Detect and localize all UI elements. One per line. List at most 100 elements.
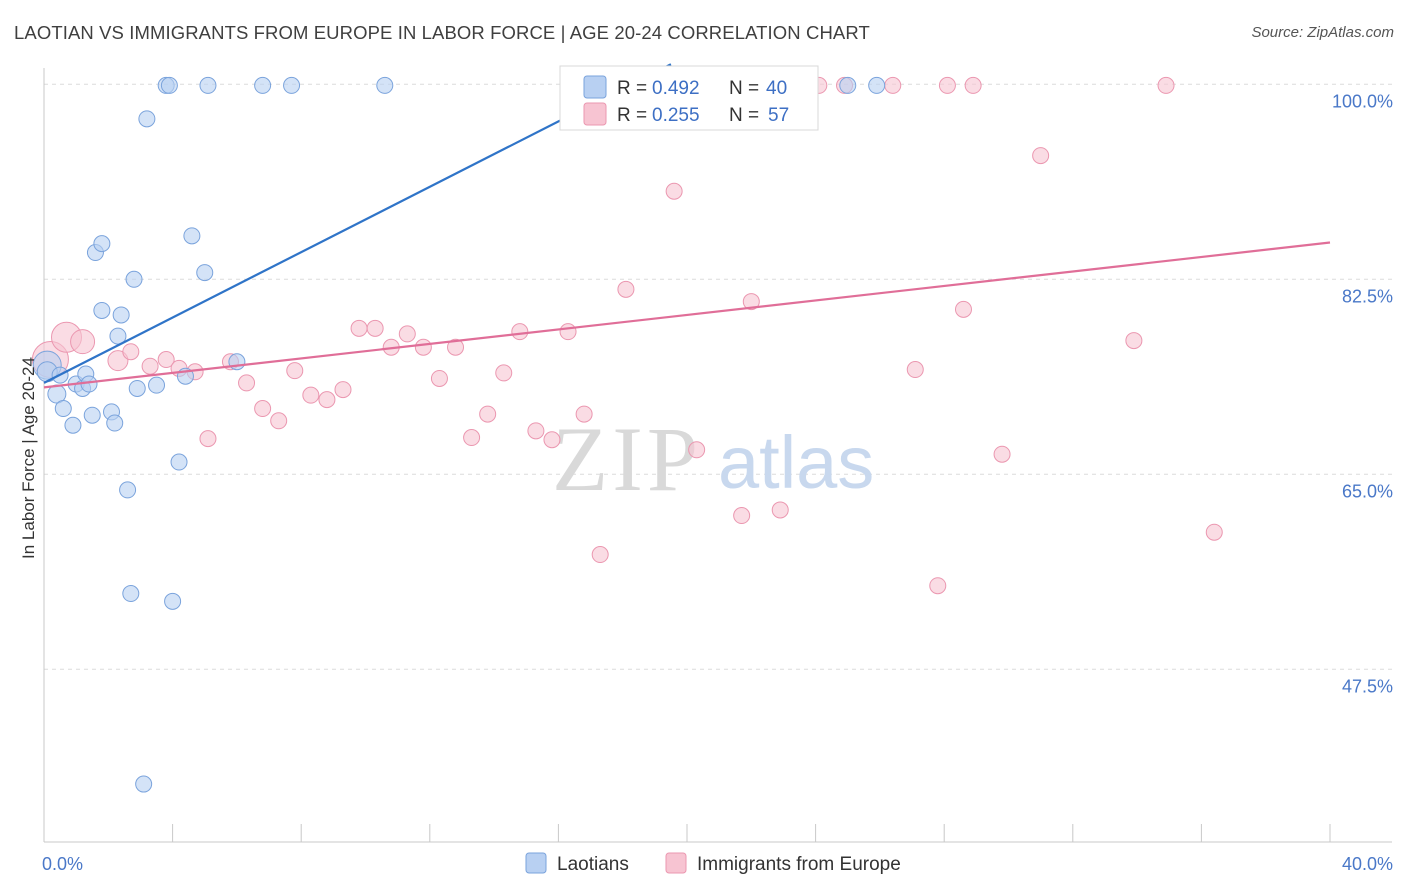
- europe-point-34: [617, 280, 635, 298]
- laotian-point-17: [112, 306, 130, 324]
- laotian-point-18: [119, 481, 137, 499]
- europe-point-54: [1125, 332, 1143, 350]
- europe-point-29: [527, 422, 545, 440]
- y-tick-label-3: 47.5%: [1342, 676, 1393, 696]
- chart-title: LAOTIAN VS IMMIGRANTS FROM EUROPE IN LAB…: [14, 22, 870, 43]
- europe-point-21: [398, 325, 416, 343]
- laotian-point-31: [196, 264, 214, 282]
- europe-point-50: [954, 300, 972, 318]
- europe-point-48: [929, 577, 947, 595]
- laotian-point-27: [164, 592, 182, 610]
- europe-point-28: [511, 323, 529, 341]
- laotian-point-24: [148, 376, 166, 394]
- europe-point-23: [430, 369, 448, 387]
- laotian-point-38: [839, 76, 857, 94]
- bottom-legend: Laotians Immigrants from Europe: [525, 852, 901, 875]
- europe-point-37: [688, 441, 706, 459]
- source-label: Source: ZipAtlas.com: [1251, 24, 1394, 41]
- europe-point-22: [414, 338, 432, 356]
- europe-point-47: [906, 361, 924, 379]
- laotian-point-10: [83, 406, 101, 424]
- legend-n-label-laotians: N =: [729, 78, 759, 99]
- europe-point-9: [199, 430, 217, 448]
- europe-point-27: [495, 364, 513, 382]
- europe-point-42: [771, 501, 789, 519]
- europe-point-24: [447, 338, 465, 356]
- europe-point-51: [964, 76, 982, 94]
- laotian-point-15: [106, 414, 124, 432]
- laotian-point-32: [199, 76, 217, 94]
- laotian-point-4: [54, 400, 72, 418]
- europe-point-31: [559, 323, 577, 341]
- legend-r-label-europe: R =: [617, 105, 647, 126]
- legend-swatch-europe: [583, 102, 607, 126]
- y-tick-label-2: 65.0%: [1342, 481, 1393, 501]
- y-axis-title: In Labor Force | Age 20-24: [19, 357, 38, 559]
- europe-point-11: [238, 374, 256, 392]
- legend-swatch-laotians: [583, 75, 607, 99]
- europe-point-5: [141, 357, 159, 375]
- laotian-point-21: [128, 379, 146, 397]
- europe-point-33: [591, 546, 609, 564]
- watermark-zip: ZIP: [552, 408, 702, 510]
- europe-point-13: [270, 412, 288, 430]
- europe-point-6: [157, 351, 175, 369]
- europe-point-55: [1157, 76, 1175, 94]
- laotian-point-20: [125, 270, 143, 288]
- europe-point-3: [107, 350, 129, 372]
- europe-point-16: [318, 391, 336, 409]
- bottom-legend-label-europe: Immigrants from Europe: [697, 854, 901, 875]
- laotian-point-26: [160, 76, 178, 94]
- legend-n-label-europe: N =: [729, 105, 759, 126]
- europe-point-49: [938, 76, 956, 94]
- europe-point-18: [350, 319, 368, 337]
- europe-point-52: [993, 445, 1011, 463]
- europe-point-15: [302, 386, 320, 404]
- europe-trend-line: [43, 241, 1331, 389]
- laotian-point-30: [183, 227, 201, 245]
- laotian-point-5: [64, 416, 82, 434]
- europe-point-32: [575, 405, 593, 423]
- europe-point-12: [254, 400, 272, 418]
- watermark-atlas: atlas: [718, 421, 874, 504]
- laotian-point-35: [283, 76, 301, 94]
- laotian-point-36: [376, 76, 394, 94]
- europe-point-56: [1205, 523, 1223, 541]
- legend-r-value-laotians: 0.492: [652, 78, 700, 99]
- legend-box: R = 0.492 N = 40 R = 0.255 N = 57: [559, 65, 819, 131]
- europe-point-46: [884, 76, 902, 94]
- europe-point-25: [463, 429, 481, 447]
- europe-point-17: [334, 381, 352, 399]
- laotian-point-28: [170, 453, 188, 471]
- laotian-point-23: [138, 110, 156, 128]
- legend-n-value-europe: 57: [768, 105, 789, 126]
- legend-r-value-europe: 0.255: [652, 105, 700, 126]
- europe-point-40: [742, 293, 760, 311]
- europe-point-30: [543, 431, 561, 449]
- legend-n-value-laotians: 40: [766, 78, 787, 99]
- tick-labels: 100.0% 82.5% 65.0% 47.5% 0.0% 40.0%: [42, 91, 1393, 874]
- axes: [43, 68, 1392, 843]
- laotian-point-22: [135, 775, 153, 793]
- europe-point-14: [286, 362, 304, 380]
- laotian-point-13: [93, 301, 111, 319]
- laotian-point-34: [254, 76, 272, 94]
- laotian-point-39: [868, 76, 886, 94]
- europe-point-36: [665, 182, 683, 200]
- europe-points: [31, 76, 1223, 595]
- bottom-legend-label-laotians: Laotians: [557, 854, 629, 875]
- laotian-point-12: [93, 235, 111, 253]
- y-tick-label-0: 100.0%: [1332, 91, 1393, 111]
- europe-point-26: [479, 405, 497, 423]
- laotian-points: [32, 76, 886, 793]
- laotian-point-19: [122, 585, 140, 603]
- europe-point-2: [70, 329, 96, 355]
- x-tick-label-0: 0.0%: [42, 854, 83, 874]
- europe-point-39: [733, 507, 751, 525]
- europe-point-19: [366, 319, 384, 337]
- europe-point-4: [122, 343, 140, 361]
- x-tick-label-1: 40.0%: [1342, 854, 1393, 874]
- bottom-legend-swatch-europe: [665, 852, 687, 874]
- watermark: ZIP atlas: [552, 408, 874, 510]
